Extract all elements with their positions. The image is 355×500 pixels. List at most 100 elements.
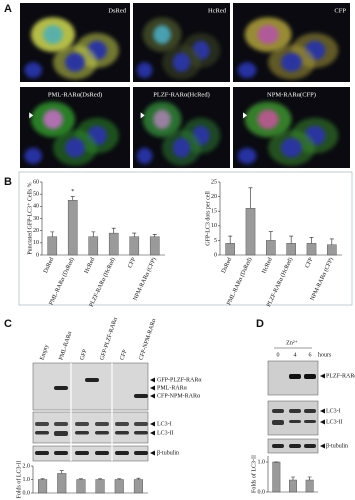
nucleus — [43, 109, 63, 130]
nucleus — [172, 52, 191, 72]
nucleus — [280, 138, 303, 158]
micrograph — [20, 3, 130, 82]
blot-label: PLZF-RARα — [326, 373, 355, 379]
bar — [266, 240, 276, 256]
y-axis-label: Folds of LC3-II — [15, 461, 22, 499]
error-bar — [289, 235, 294, 244]
band — [115, 422, 129, 426]
band — [54, 386, 68, 390]
band — [54, 431, 68, 436]
x-tick-label: CFP — [127, 256, 137, 269]
x-tick-label: CFP — [305, 256, 315, 269]
image-arrowhead — [29, 112, 34, 119]
band — [289, 420, 301, 423]
band — [304, 409, 316, 413]
bar — [108, 232, 119, 256]
bar — [149, 236, 160, 256]
error-bar — [136, 477, 141, 480]
arrowhead — [320, 373, 325, 379]
annotation: * — [71, 189, 74, 195]
lane-label: PML-RARα — [59, 330, 74, 361]
error-bar — [228, 235, 233, 244]
y-tick-label: 20 — [33, 228, 39, 234]
blot-label: LC3-II — [326, 419, 343, 425]
time-label: 4 — [294, 352, 297, 358]
band — [304, 444, 316, 448]
micrograph — [133, 3, 230, 82]
arrowhead — [150, 421, 155, 427]
band — [35, 422, 49, 426]
error-bar — [309, 237, 314, 244]
error-bar — [307, 476, 312, 480]
bar — [76, 479, 86, 494]
nucleus — [153, 109, 171, 130]
image-arrowhead — [243, 112, 248, 119]
image-label: DsRed — [108, 7, 126, 14]
band — [134, 422, 148, 426]
bar — [38, 479, 48, 494]
nucleus — [237, 62, 257, 79]
arrowhead — [320, 408, 325, 414]
panel-label: A — [4, 3, 12, 15]
error-bar — [59, 470, 64, 474]
bar — [95, 479, 105, 494]
arrowhead — [320, 419, 325, 425]
y-tick-label: 30 — [33, 216, 39, 222]
x-tick-label: HcRed — [261, 257, 273, 275]
image-label: PLZF-RARα(HcRed) — [153, 91, 210, 98]
blot — [267, 400, 319, 436]
y-tick-label: 5 — [214, 238, 217, 244]
bar — [245, 208, 256, 256]
error-bar — [111, 227, 116, 234]
blot-label: PML-RARα — [157, 385, 188, 391]
blot-label: LC3-I — [326, 408, 341, 414]
band — [54, 451, 68, 455]
band — [289, 409, 301, 413]
blot-label: LC3-II — [157, 430, 174, 436]
bar — [286, 243, 296, 256]
y-tick-label: 50 — [33, 192, 39, 198]
band — [54, 422, 68, 426]
arrowhead — [150, 450, 155, 456]
error-bar — [98, 478, 103, 480]
error-bar — [50, 231, 55, 237]
nucleus — [153, 25, 171, 45]
treatment: Zn²⁺ — [286, 339, 298, 346]
error-bar — [117, 478, 122, 480]
y-tick-label: 40 — [33, 204, 39, 210]
band — [85, 378, 99, 382]
lane-label: CFP-NPM-RARα — [139, 317, 158, 361]
band — [75, 431, 89, 435]
blot — [32, 362, 149, 411]
image-arrowhead — [140, 112, 145, 119]
blot-label: GFP-PLZF-RARα — [157, 377, 202, 383]
nucleus — [172, 138, 191, 158]
nucleus — [65, 138, 85, 158]
error-bar — [78, 478, 83, 480]
error-bar — [40, 478, 45, 480]
arrowhead — [320, 443, 325, 449]
blot — [32, 411, 149, 444]
image-label: HcRed — [208, 7, 227, 14]
nucleus — [257, 109, 279, 130]
micrograph — [233, 87, 350, 168]
error-bar — [329, 238, 334, 245]
bar — [305, 479, 314, 493]
y-tick-label: 60 — [33, 179, 39, 185]
arrowhead — [150, 385, 155, 391]
band — [95, 451, 109, 455]
error-bar — [70, 196, 75, 201]
nucleus — [136, 147, 153, 164]
blot-label: CFP-NPM-RARα — [157, 393, 201, 399]
band — [134, 451, 148, 455]
band — [304, 420, 316, 423]
lane-label: GFP-PLZF-RARα — [100, 316, 120, 361]
panel-b-frame — [18, 171, 353, 306]
band — [95, 422, 109, 426]
y-tick-label: 0 — [214, 252, 217, 258]
y-axis-label: Punctated GFP-LC3⁺ Cells % — [26, 182, 33, 254]
y-tick-label: 25 — [211, 179, 217, 185]
lane-label: Empty — [40, 344, 51, 361]
lane-label: CFP — [120, 348, 129, 361]
arrowhead — [150, 430, 155, 436]
